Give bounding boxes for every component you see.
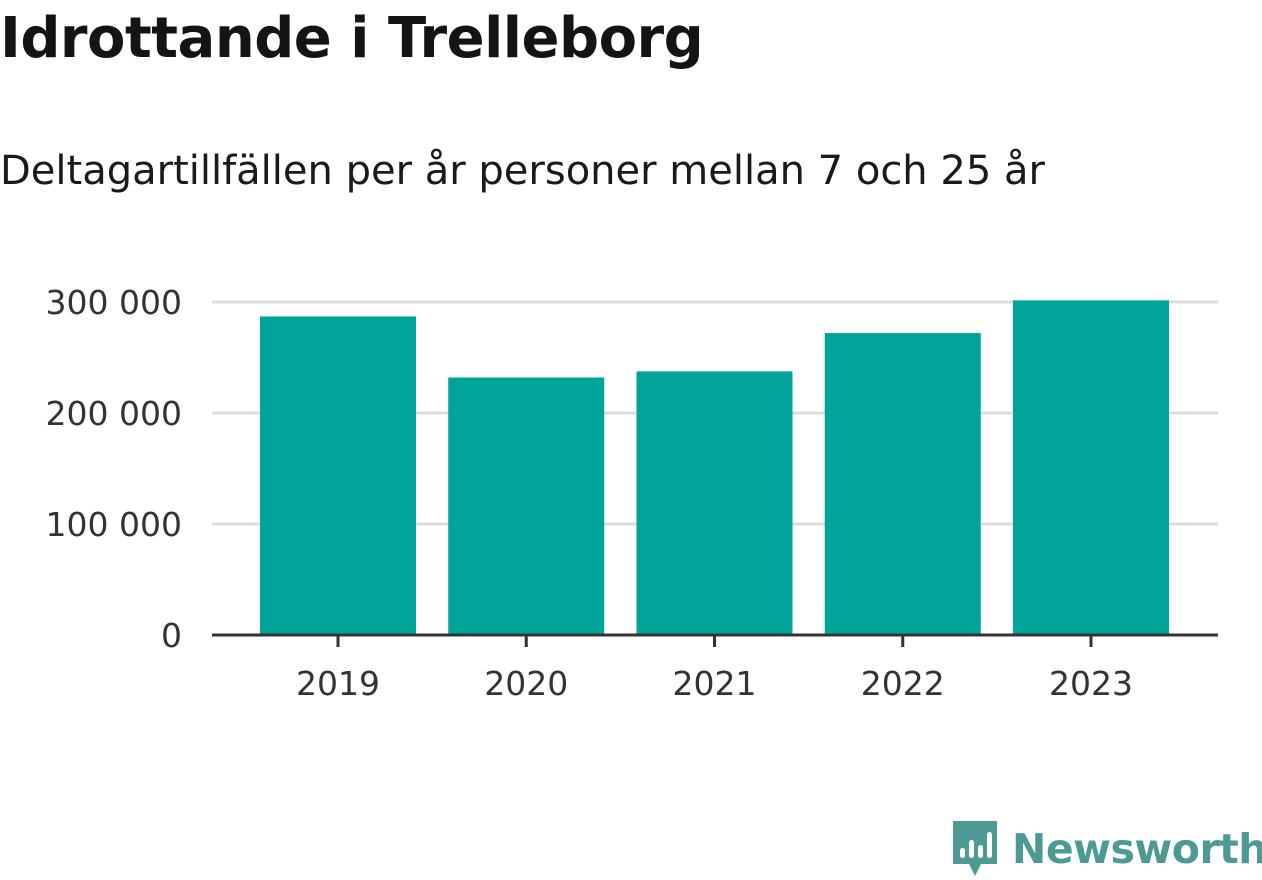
logo-bar-3 — [978, 845, 983, 858]
axes: 0 100 000 200 000 300 000 2019 2020 2021 2022 20… — [46, 283, 1218, 703]
bar-2019 — [260, 316, 416, 635]
bar-2023 — [1013, 300, 1169, 635]
bars — [260, 300, 1169, 635]
logo-bar-1 — [960, 848, 965, 858]
bar-2020 — [448, 377, 605, 635]
chart-title: Idrottande i Trelleborg — [0, 6, 704, 71]
newsworthy-logo: Newsworthy — [950, 818, 1262, 880]
x-tick-label: 2019 — [296, 664, 380, 703]
y-tick-label: 100 000 — [46, 505, 182, 544]
bar-chart: 0 100 000 200 000 300 000 2019 2020 2021 2022 20… — [46, 283, 1218, 703]
y-tick-label: 0 — [161, 616, 182, 655]
x-tick-label: 2022 — [861, 664, 945, 703]
chart-subtitle: Deltagartillfällen per år personer mella… — [0, 148, 1045, 194]
x-tick-label: 2021 — [673, 664, 757, 703]
bar-2022 — [824, 333, 981, 635]
logo-bar-2 — [969, 840, 974, 858]
logo-bar-4 — [987, 832, 992, 858]
y-tick-label: 300 000 — [46, 283, 182, 322]
x-tick-label: 2023 — [1049, 664, 1133, 703]
y-tick-label: 200 000 — [46, 394, 182, 433]
bar-2021 — [636, 371, 793, 635]
logo-bubble-shape — [953, 821, 997, 876]
logo-text: Newsworthy — [1012, 825, 1262, 873]
x-tick-label: 2020 — [484, 664, 568, 703]
bar-chart-speech-bubble-icon — [953, 821, 997, 876]
